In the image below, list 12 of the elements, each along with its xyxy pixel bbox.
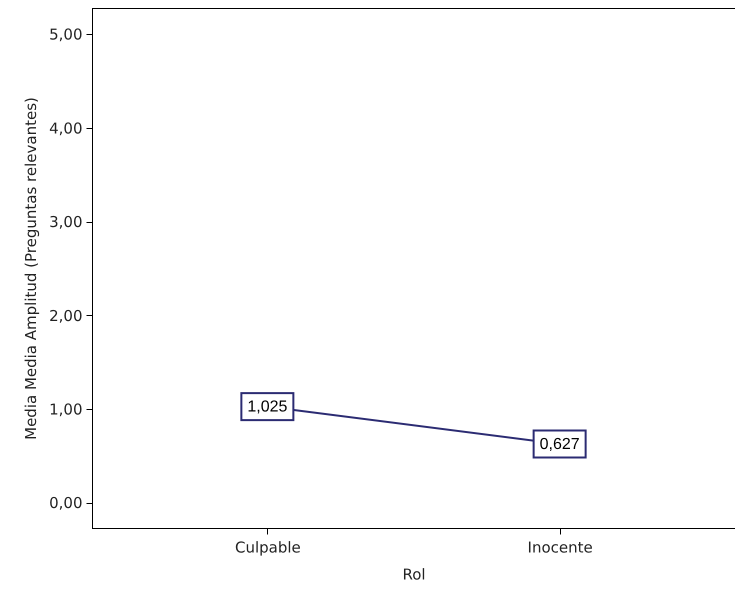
data-label: 1,025 <box>247 398 288 416</box>
data-label: 0,627 <box>540 436 580 453</box>
y-tick-label: 5,00 <box>49 26 82 44</box>
x-tick-label: Inocente <box>528 538 593 556</box>
y-tick-label: 2,00 <box>49 306 82 325</box>
y-axis-title: Media Media Amplitud (Preguntas relevantes) <box>22 97 40 440</box>
x-tick-label: Culpable <box>234 538 301 556</box>
y-tick-label: 4,00 <box>49 119 82 138</box>
y-tick-label: 3,00 <box>49 213 82 232</box>
y-tick-label: 0,00 <box>49 494 82 512</box>
x-axis-title: Rol <box>402 566 426 584</box>
y-tick-label: 1,00 <box>49 400 82 419</box>
